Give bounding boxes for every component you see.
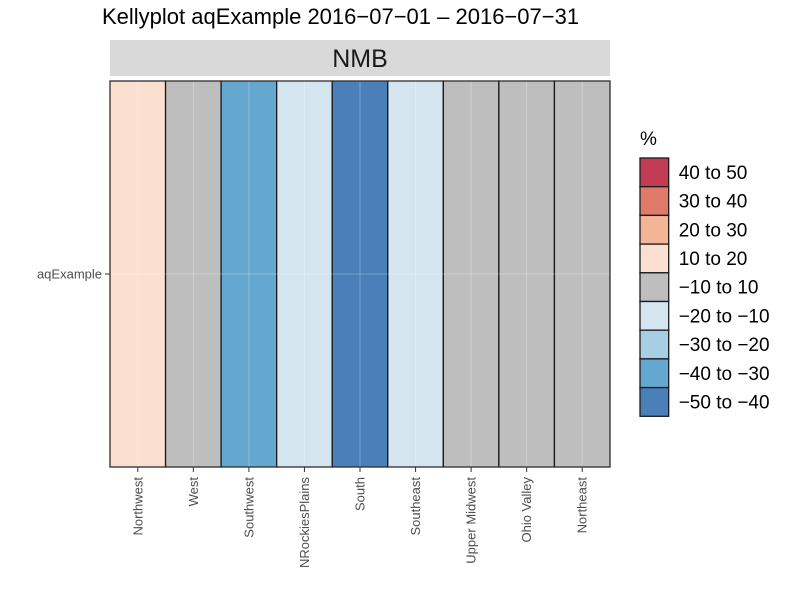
facet-strip-label: NMB <box>332 45 388 73</box>
x-tick-label: South <box>353 477 368 511</box>
x-tick-label: Northwest <box>130 477 145 536</box>
plot-panel <box>109 80 611 468</box>
legend-key <box>639 272 670 303</box>
legend-label: −10 to 10 <box>679 278 759 299</box>
legend-label: −50 to −40 <box>679 392 770 413</box>
heatmap-cell <box>331 80 389 468</box>
x-tick-label: Southwest <box>241 477 256 538</box>
legend: % 40 to 50 30 to 40 20 to 30 10 to 20 −10 to… <box>639 129 770 417</box>
legend-label: 20 to 30 <box>679 220 748 241</box>
heatmap-cell <box>387 80 444 468</box>
legend-key <box>639 186 670 217</box>
legend-label: 10 to 20 <box>679 249 748 270</box>
legend-label: 40 to 50 <box>679 163 748 184</box>
legend-key <box>639 329 670 360</box>
legend-label: −20 to −10 <box>679 306 770 327</box>
facet-strip-background <box>110 40 610 76</box>
legend-label: 30 to 40 <box>679 192 748 213</box>
legend-key <box>639 300 670 331</box>
facet-strip: NMB <box>110 40 610 76</box>
x-tick-label: NRockiesPlains <box>297 477 312 569</box>
legend-key <box>639 243 670 274</box>
x-tick-label: Southeast <box>408 477 423 536</box>
x-tick-label: Upper Midwest <box>464 477 479 564</box>
x-axis: Northwest West Southwest NRockiesPlains Sout… <box>130 467 590 569</box>
x-tick-label: West <box>186 477 201 507</box>
legend-key <box>639 386 670 417</box>
y-axis: aqExample <box>37 267 110 282</box>
legend-title: % <box>640 129 657 150</box>
x-tick-label: Ohio Valley <box>519 477 534 543</box>
x-tick-label: Northeast <box>575 477 590 534</box>
legend-key <box>639 358 670 389</box>
legend-label: −30 to −20 <box>679 335 770 356</box>
legend-key <box>639 214 670 245</box>
legend-key <box>639 157 670 188</box>
legend-label: −40 to −30 <box>679 364 770 385</box>
chart-title: Kellyplot aqExample 2016−07−01 – 2016−07… <box>102 4 579 29</box>
y-tick-label: aqExample <box>37 267 102 282</box>
heatmap-cell <box>442 80 500 468</box>
heatmap-cell <box>498 80 556 468</box>
